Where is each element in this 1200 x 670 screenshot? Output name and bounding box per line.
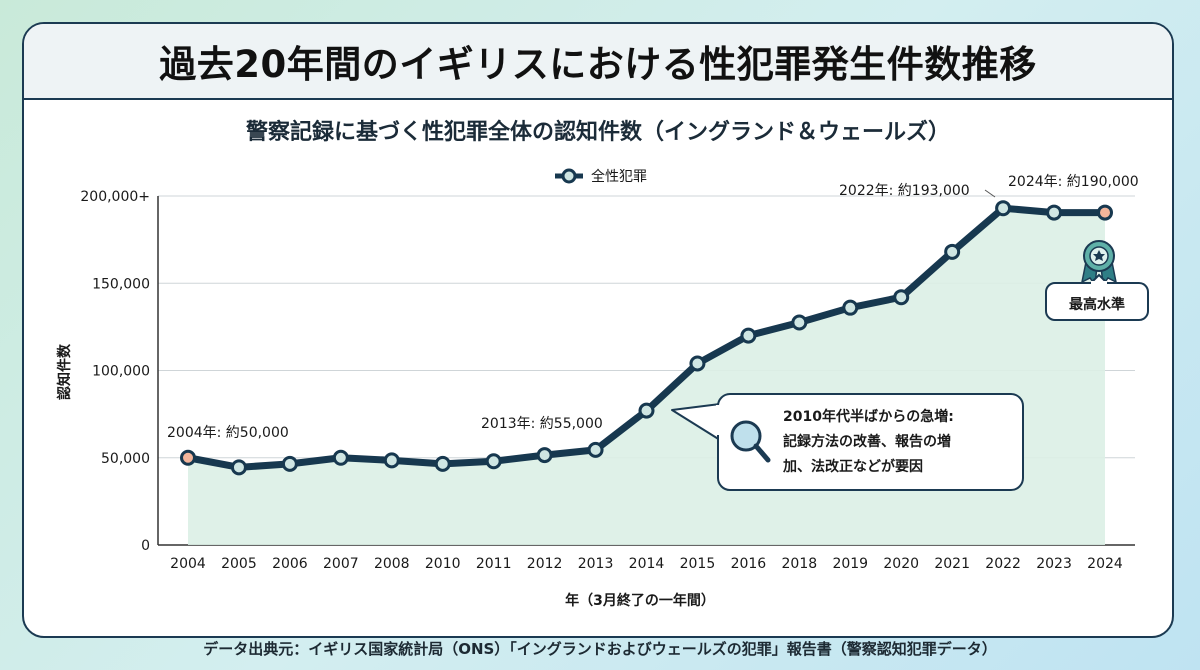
data-point [995,200,1012,217]
data-point [944,243,961,260]
callout-box [717,393,1024,491]
source-note: データ出典元：イギリス国家統計局（ONS）「イングランドおよびウェールズの犯罪」… [203,640,997,658]
data-point [230,459,247,476]
data-point [1097,204,1113,221]
x-tick-label: 2006 [272,556,308,572]
data-point [1046,204,1063,221]
x-tick-label: 2015 [680,556,716,572]
x-tick-label: 2007 [323,556,359,572]
point-label: 2004年: 約50,000 [167,425,289,441]
point-label: 2013年: 約55,000 [481,416,603,432]
data-point [434,455,451,472]
title-bar: 過去20年間のイギリスにおける性犯罪発生件数推移 [24,24,1172,100]
area-fill [188,208,1105,545]
data-point [536,447,553,464]
point-label: 2024年: 約190,000 [1008,174,1139,190]
x-tick-label: 2014 [629,556,665,572]
award-ribbon-icon [1080,240,1118,288]
x-tick-label: 2013 [578,556,614,572]
legend-marker [561,168,577,184]
x-axis-title: 年（3月終了の一年間） [565,592,715,609]
data-point [638,402,655,419]
x-tick-label: 2004 [170,556,206,572]
magnifier-icon [730,420,771,463]
data-point [893,289,910,306]
magnifier-handle [753,443,771,463]
x-tick-label: 2011 [476,556,512,572]
x-tick-label: 2019 [832,556,868,572]
x-tick-label: 2005 [221,556,257,572]
legend-label: 全性犯罪 [591,168,647,185]
callout-text-line: 加、法改正などが要因 [782,458,923,475]
y-tick-label: 50,000 [101,451,150,467]
x-tick-label: 2016 [731,556,767,572]
page-title: 過去20年間のイギリスにおける性犯罪発生件数推移 [159,43,1037,86]
x-tick-label: 2023 [1036,556,1072,572]
x-tick-label: 2008 [374,556,410,572]
data-point [791,314,808,331]
chart-subtitle: 警察記録に基づく性犯罪全体の認知件数（イングランド＆ウェールズ） [245,120,950,145]
x-tick-label: 2012 [527,556,563,572]
x-tick-label: 2021 [934,556,970,572]
magnifier-lens [730,420,762,452]
star-icon [1093,250,1105,261]
data-point [740,327,757,344]
x-tick-label: 2018 [782,556,818,572]
data-point [842,299,859,316]
data-point [180,449,196,466]
data-point [281,455,298,472]
callout-text-line: 2010年代半ばからの急増: [783,408,954,425]
data-point [689,355,706,372]
x-tick-label: 2010 [425,556,461,572]
x-tick-label: 2024 [1087,556,1123,572]
y-tick-label: 0 [141,538,150,554]
callout-text-line: 記録方法の改善、報告の増 [783,433,951,450]
callout-gap [716,405,721,435]
data-point [587,441,604,458]
data-point [485,453,502,470]
point-label: 2022年: 約193,000 [839,183,970,199]
badge-gap [1091,281,1107,286]
x-tick-label: 2022 [985,556,1021,572]
data-point [383,452,400,469]
y-tick-label: 150,000 [92,276,150,292]
y-axis-title: 認知件数 [56,343,73,400]
badge-label: 最高水準 [1069,296,1125,313]
y-tick-label: 100,000 [92,364,150,380]
data-point [332,449,349,466]
label-connector [984,189,996,198]
y-tick-label: 200,000+ [80,189,150,205]
x-tick-label: 2020 [883,556,919,572]
